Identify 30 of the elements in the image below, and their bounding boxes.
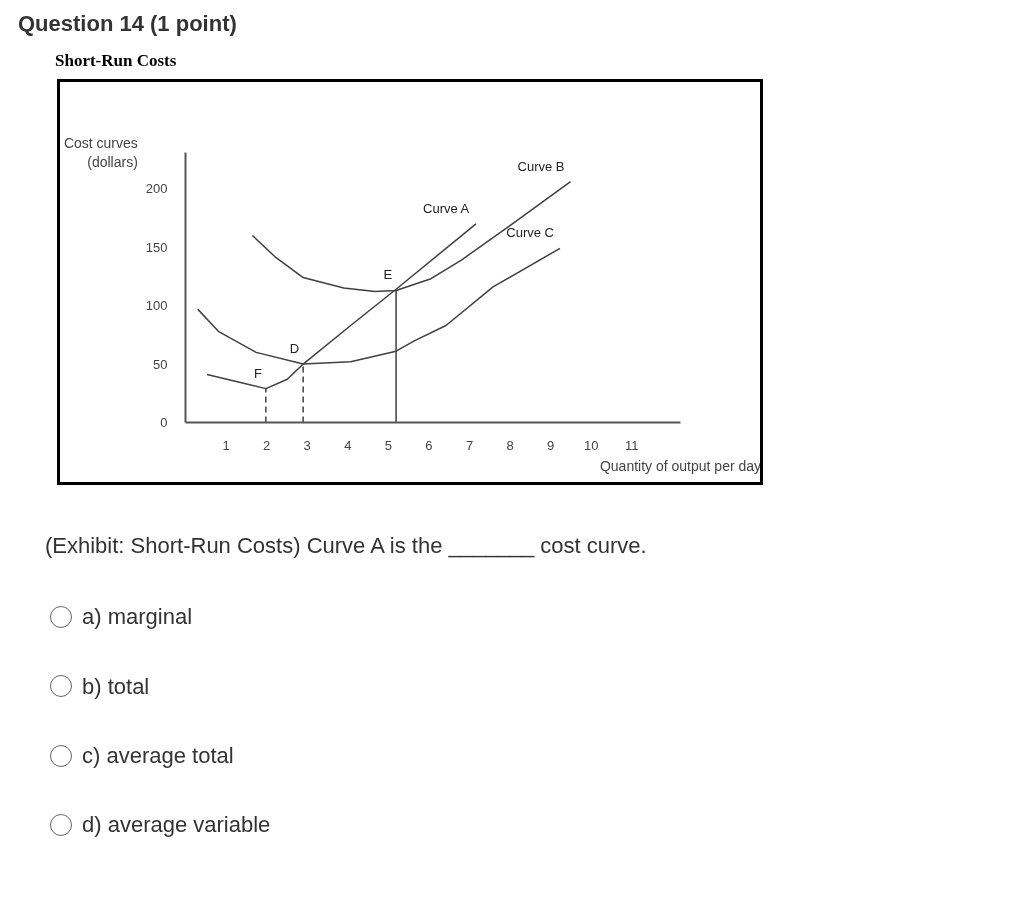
x-tick-label: 3 bbox=[303, 437, 311, 453]
x-tick-label: 7 bbox=[465, 437, 474, 453]
x-tick-label: 4 bbox=[344, 437, 352, 453]
y-tick-label: 0 bbox=[160, 414, 168, 430]
annotation: D bbox=[289, 340, 300, 356]
x-tick-label: 2 bbox=[263, 437, 271, 453]
x-tick-label: 1 bbox=[222, 437, 230, 453]
x-tick-label: 9 bbox=[547, 437, 555, 453]
y-tick-label: 100 bbox=[145, 297, 168, 313]
x-tick-label: 10 bbox=[584, 437, 599, 453]
x-tick-label: 8 bbox=[506, 437, 514, 453]
y-axis-title: Cost curves (dollars) bbox=[63, 134, 138, 170]
series-label: Curve B bbox=[517, 158, 565, 174]
chart-title: Short-Run Costs bbox=[55, 50, 177, 73]
annotation: F bbox=[253, 365, 262, 381]
series-label: Curve A bbox=[423, 200, 470, 216]
x-tick-label: 5 bbox=[384, 437, 392, 453]
text: Question 14 (1 point) bbox=[18, 10, 237, 38]
text: c) average total bbox=[81, 741, 235, 770]
series-label: Curve C bbox=[506, 225, 555, 241]
text: b) total bbox=[81, 672, 151, 701]
annotation: E bbox=[383, 267, 393, 283]
y-tick-label: 50 bbox=[153, 356, 168, 372]
y-tick-label: 150 bbox=[145, 239, 168, 255]
text: (Exhibit: Short-Run Costs) Curve A is the _______ cost curve. bbox=[45, 531, 647, 560]
text: d) average variable bbox=[81, 811, 272, 840]
text: a) marginal bbox=[81, 603, 194, 632]
x-tick-label: 6 bbox=[425, 437, 433, 453]
x-tick-label: 11 bbox=[625, 437, 639, 453]
y-tick-label: 200 bbox=[145, 180, 168, 196]
